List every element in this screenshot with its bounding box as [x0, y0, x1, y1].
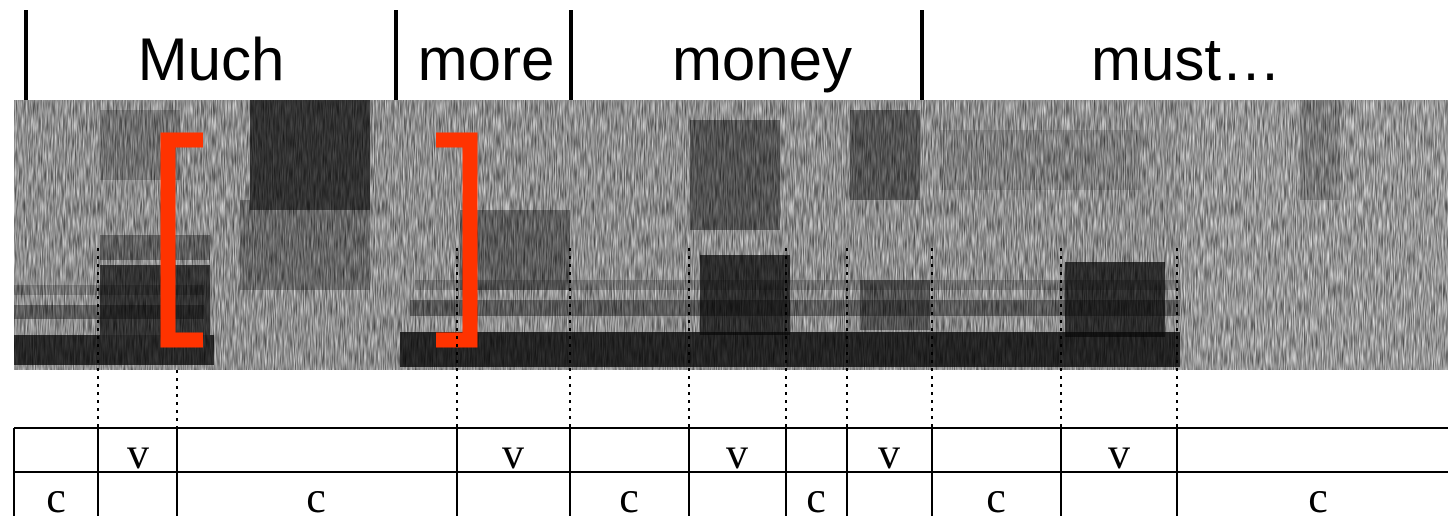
vowel-tier: v v v v v: [127, 429, 1130, 478]
vowel-label: v: [1108, 429, 1130, 478]
right-bracket: [436, 132, 478, 348]
consonant-label: c: [619, 473, 639, 516]
consonant-label: c: [806, 473, 826, 516]
consonant-label: c: [1308, 473, 1328, 516]
spectrogram: [14, 100, 1448, 370]
word-tier: Much more money must…: [24, 10, 1281, 104]
vowel-label: v: [502, 429, 524, 478]
consonant-label: c: [46, 473, 66, 516]
consonant-label: c: [986, 473, 1006, 516]
segment-tiers: [13, 427, 1448, 516]
vowel-label: v: [878, 429, 900, 478]
vowel-label: v: [127, 429, 149, 478]
highlight-brackets: [160, 132, 478, 348]
word-must: must…: [1091, 26, 1281, 93]
left-bracket: [160, 132, 203, 348]
vowel-label: v: [726, 429, 748, 478]
consonant-tier: c c c c c c: [46, 473, 1328, 516]
word-more: more: [418, 26, 555, 93]
consonant-label: c: [306, 473, 326, 516]
segment-guides: [97, 248, 1178, 428]
word-much: Much: [138, 26, 285, 93]
word-money: money: [672, 26, 852, 93]
